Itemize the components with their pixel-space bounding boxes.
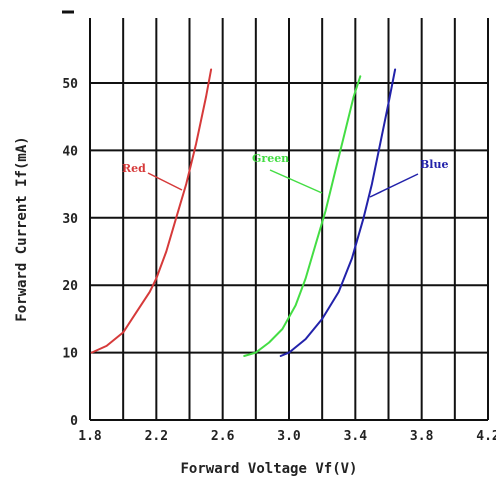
x-tick-label: 2.2 (145, 429, 168, 444)
annotation-leader-red (147, 172, 183, 191)
x-tick-label: 3.0 (277, 429, 301, 444)
annotation-label-blue: Blue (420, 158, 448, 171)
y-tick-label: 20 (62, 279, 78, 294)
series-line-red (90, 68, 213, 354)
y-axis-title: Forward Current If(mA) (14, 136, 30, 321)
y-tick-label: 0 (70, 414, 78, 429)
annotation-label-red: Red (122, 162, 146, 175)
x-tick-label: 2.6 (211, 429, 235, 444)
y-tick-label: 50 (62, 77, 78, 92)
y-tick-label: 30 (62, 212, 78, 227)
x-tick-label: 3.8 (410, 429, 434, 444)
x-tick-label: 4.2 (476, 429, 496, 444)
series-layer (90, 68, 397, 357)
annotation-leader-green (269, 169, 323, 194)
annotations: Red Green Blue (122, 152, 448, 198)
x-tick-label: 1.8 (78, 429, 102, 444)
annotation-label-green: Green (252, 152, 289, 165)
grid (89, 18, 489, 421)
annotation-leader-blue (369, 173, 419, 198)
tick-labels: 0 10 20 30 40 50 1.8 2.2 2.6 3.0 3.4 3.8 4.2 (62, 77, 496, 444)
x-tick-label: 3.4 (344, 429, 368, 444)
y-tick-label: 10 (62, 347, 78, 362)
y-tick-label: 40 (62, 144, 78, 159)
series-line-green (243, 75, 362, 357)
x-axis-title: Forward Voltage Vf(V) (180, 461, 357, 477)
series-line-blue (279, 68, 397, 357)
